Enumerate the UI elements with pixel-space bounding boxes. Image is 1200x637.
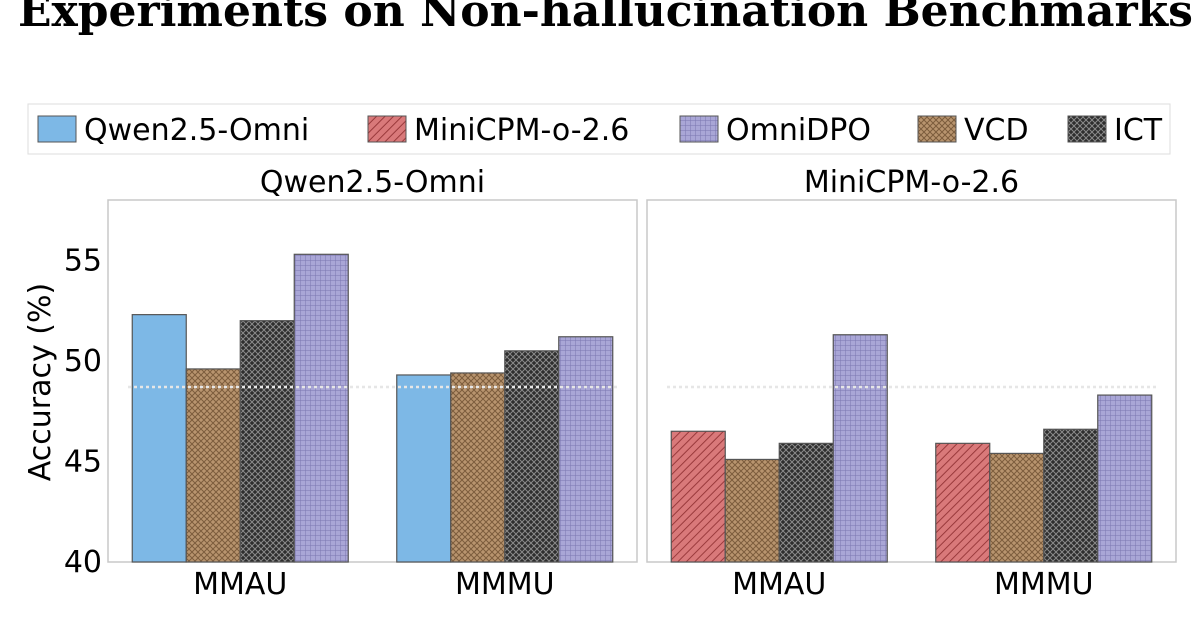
page-title: Experiments on Non-hallucination Benchma… — [18, 0, 1193, 37]
bar-ict-mmmu — [504, 350, 560, 563]
legend-label-omnidpo: OmniDPO — [726, 113, 871, 148]
y-tick-label: 50 — [64, 344, 102, 379]
bar-vcd-mmmu — [989, 452, 1045, 563]
legend-label-qwen2-5-omni: Qwen2.5-Omni — [84, 113, 309, 148]
bar-omnidpo-mmau — [832, 334, 888, 563]
legend-swatch-vcd — [917, 115, 957, 143]
legend: Qwen2.5-Omni MiniCPM-o-2.6 OmniDPO VCD ICT — [27, 103, 1171, 155]
panel-frame — [107, 199, 638, 563]
panel-qwen2-5-omni: Qwen2.5-Omni MMAU MMMU — [107, 165, 638, 602]
legend-swatch-ict — [1067, 115, 1107, 143]
bar-ict-mmau — [778, 442, 834, 563]
x-tick-label: MMMU — [994, 567, 1094, 602]
panel-title: MiniCPM-o-2.6 — [804, 165, 1019, 200]
bar-omnidpo-mmmu — [1097, 394, 1153, 563]
y-tick-label: 55 — [64, 243, 102, 278]
x-tick-label: MMAU — [732, 567, 826, 602]
y-tick-label: 45 — [64, 444, 102, 479]
legend-swatch-qwen2-5-omni — [37, 115, 77, 143]
bar-omnidpo-mmmu — [558, 336, 614, 563]
bar-vcd-mmau — [185, 368, 241, 563]
bar-qwen2-5-omni-mmau — [131, 314, 187, 563]
bar-ict-mmmu — [1043, 428, 1099, 563]
y-tick-label: 40 — [64, 545, 102, 580]
bar-minicpm-o-2-6-mmau — [670, 430, 726, 563]
y-axis-label: Accuracy (%) — [23, 283, 58, 481]
legend-label-minicpm-o-2-6: MiniCPM-o-2.6 — [414, 113, 629, 148]
panel-frame — [646, 199, 1177, 563]
legend-label-vcd: VCD — [964, 113, 1029, 148]
bar-minicpm-o-2-6-mmmu — [935, 442, 991, 563]
legend-label-ict: ICT — [1114, 113, 1163, 148]
panel-title: Qwen2.5-Omni — [260, 165, 485, 200]
legend-swatch-omnidpo — [679, 115, 719, 143]
bar-qwen2-5-omni-mmmu — [396, 374, 452, 563]
bar-vcd-mmau — [724, 458, 780, 563]
panel-minicpm-o-2-6: MiniCPM-o-2.6 MMAU MMMU — [646, 165, 1177, 602]
bar-vcd-mmmu — [450, 372, 506, 563]
x-tick-label: MMMU — [455, 567, 555, 602]
legend-swatch-minicpm-o-2-6 — [367, 115, 407, 143]
bar-omnidpo-mmau — [293, 253, 349, 563]
x-tick-label: MMAU — [193, 567, 287, 602]
bar-ict-mmau — [239, 320, 295, 563]
